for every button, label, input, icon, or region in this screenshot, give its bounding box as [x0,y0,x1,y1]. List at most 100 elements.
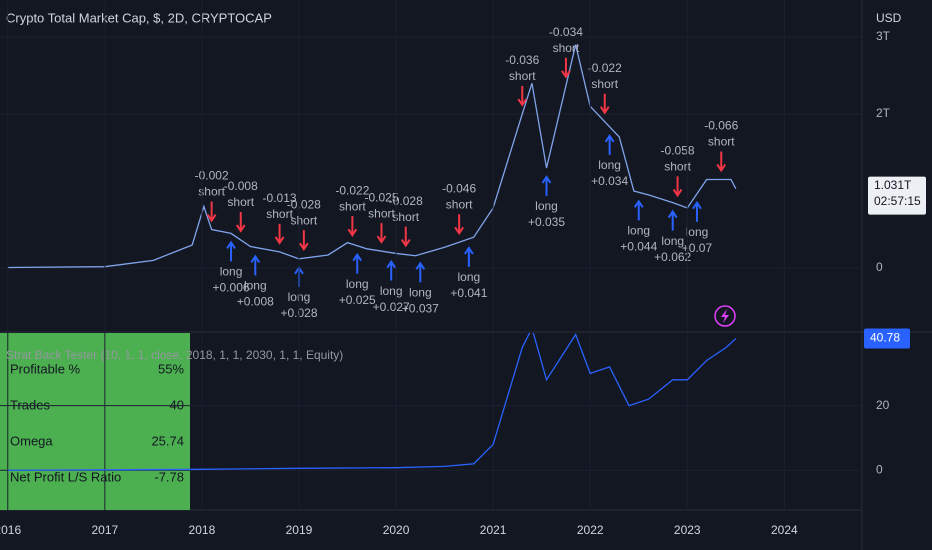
trade-result: -0.066 [704,119,738,133]
long-arrow [250,254,261,276]
trade-side: long [535,199,558,213]
trade-side: short [708,135,735,149]
trade-result: +0.008 [237,295,274,309]
short-arrow [454,214,464,236]
trade-result: -0.036 [505,53,539,67]
trade-result: -0.022 [588,61,622,75]
row-value: 25.74 [151,433,184,448]
trade-result: -0.046 [442,181,476,195]
stats-table: Profitable % 55% Trades 40 Omega 25.74 Net Pro… [0,333,190,510]
short-arrow [235,211,246,233]
trade-side: short [509,69,536,83]
chart-title: Crypto Total Market Cap, $, 2D, CRYPTOCA… [6,10,272,25]
trade-side: long [380,284,403,298]
trade-result: -0.022 [335,183,369,197]
trade-result: +0.044 [620,239,657,253]
row-value: 40 [170,397,184,412]
y-tick-label: 3T [876,29,891,43]
series-line [7,44,737,269]
x-tick-label: 2019 [286,523,313,537]
short-arrow [376,223,387,244]
trade-side: short [227,195,254,209]
row-value: 55% [158,361,184,376]
trade-result: +0.006 [213,281,250,295]
trade-result: -0.025 [364,190,398,204]
trade-side: long [346,277,369,291]
trade-result: +0.034 [591,174,628,188]
trade-result: -0.008 [224,179,258,193]
trade-side: long [244,279,267,293]
value-box [864,328,910,349]
short-arrow [274,223,285,245]
trade-side: long [598,158,621,172]
price-box [868,176,926,215]
value-label: 40.78 [870,331,900,345]
long-arrow [541,175,552,196]
series-line [7,333,737,471]
trade-result: +0.07 [682,241,713,255]
long-arrow [352,252,363,274]
long-arrow [604,134,615,155]
short-arrow [561,57,571,79]
price-label: 1.031T [874,178,912,192]
long-arrow [464,246,474,267]
currency: USD [876,11,902,25]
row-label: Profitable % [10,361,81,376]
trade-result: -0.013 [263,191,297,205]
trade-result: +0.035 [528,215,565,229]
trade-result: -0.034 [549,25,583,39]
row-label: Net Profit L/S Ratio [10,469,121,484]
trade-result: +0.037 [402,301,439,315]
y-tick-label: 0 [876,260,883,274]
x-tick-label: 2024 [771,523,798,537]
trade-result: -0.002 [195,169,229,183]
alert-bolt [721,309,729,323]
trade-side: short [290,213,317,227]
short-arrow [400,226,411,248]
long-arrow [386,259,397,281]
countdown: 02:57:15 [874,194,921,208]
trade-side: short [266,207,293,221]
short-arrow [347,216,358,237]
trade-result: +0.041 [450,286,487,300]
trade-side: long [220,265,243,279]
trade-side: long [686,225,709,239]
x-tick-label: 2022 [577,523,604,537]
row-label: Omega [10,433,53,448]
short-arrow [599,93,610,115]
table-bg [0,333,190,510]
x-tick-label: 2021 [480,523,507,537]
trade-result: +0.027 [373,300,410,314]
trade-result: +0.062 [654,250,691,264]
trade-side: short [392,210,419,224]
trade-side: long [409,285,432,299]
long-arrow [692,200,702,222]
short-arrow [206,201,217,223]
x-tick-label: 2018 [189,523,216,537]
short-arrow [517,86,528,107]
trade-result: -0.028 [389,194,423,208]
x-tick-label: 2017 [91,523,118,537]
row-label: Trades [10,397,50,412]
trade-side: short [664,160,691,174]
short-arrow [672,176,683,198]
y-tick-label: 2T [876,106,891,120]
trade-side: short [368,206,395,220]
trade-side: short [553,41,580,55]
short-arrow [716,151,727,173]
x-tick-label: 2023 [674,523,701,537]
trade-side: short [591,77,618,91]
x-tick-label: 2020 [383,523,410,537]
row-value: -7.78 [154,469,184,484]
trade-side: short [339,199,366,213]
trade-side: short [198,185,225,199]
y-tick-label: 20 [876,398,890,412]
trade-side: long [661,234,684,248]
long-arrow [226,240,236,262]
trade-side: long [458,270,481,284]
y-tick-label: 0 [876,462,883,476]
short-arrow [299,230,309,251]
trade-side: short [446,197,473,211]
indicator-label: Strat Back Tester (10, 1, 1, close, 2018… [6,348,343,362]
